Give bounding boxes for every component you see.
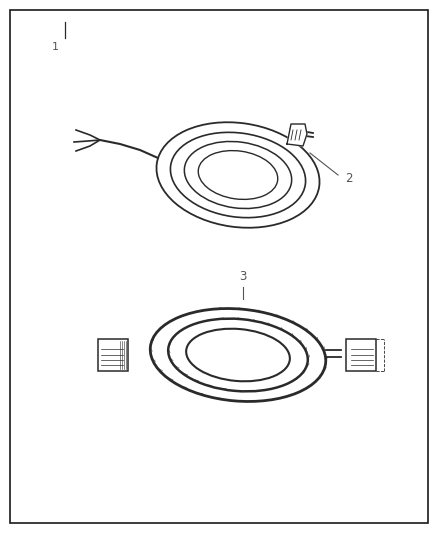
Polygon shape [287, 124, 307, 146]
Bar [346, 339, 376, 371]
Text: 1: 1 [52, 42, 59, 52]
Text: 2: 2 [345, 173, 353, 185]
Bar [98, 339, 128, 371]
Text: 3: 3 [239, 270, 247, 283]
